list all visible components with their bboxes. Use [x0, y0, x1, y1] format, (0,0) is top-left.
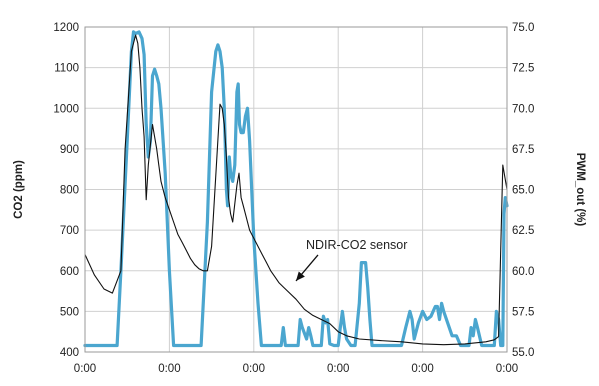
y-tick-label: 500: [60, 306, 79, 318]
y2-tick-label: 70.0: [512, 103, 534, 115]
y-tick-label: 700: [60, 225, 79, 237]
y2-tick-label: 72.5: [512, 63, 534, 75]
x-axis-ticks: 0:00 0:00 0:00 0:00 0:00 0:00: [74, 363, 518, 375]
y-tick-label: 800: [60, 185, 79, 197]
x-tick-label: 0:00: [158, 363, 180, 375]
gridlines: [85, 27, 507, 352]
sensor-annotation: NDIR-CO2 sensor: [295, 238, 407, 282]
y2-tick-label: 67.5: [512, 144, 534, 156]
y2-tick-label: 60.0: [512, 266, 534, 278]
y2-tick-label: 57.5: [512, 306, 534, 318]
annotation-arrowhead: [296, 271, 305, 281]
left-axis-ticks: 400 500 600 700 800 900 1000 1100 1200: [53, 22, 79, 359]
y2-tick-label: 75.0: [512, 22, 534, 34]
annotation-label: NDIR-CO2 sensor: [306, 238, 407, 252]
y-tick-label: 1000: [53, 103, 79, 115]
x-tick-label: 0:00: [327, 363, 349, 375]
plot-area-frame: [84, 26, 508, 353]
y2-axis-title: PWM_out (%): [574, 153, 586, 227]
x-tick-label: 0:00: [411, 363, 433, 375]
y-tick-label: 600: [60, 266, 79, 278]
y2-tick-label: 65.0: [512, 185, 534, 197]
pwm-out-line: [83, 30, 509, 348]
y-tick-label: 1100: [54, 63, 79, 75]
y-tick-label: 900: [60, 144, 79, 156]
y2-tick-label: 62.5: [512, 225, 534, 237]
series-lines: [83, 30, 509, 348]
x-tick-label: 0:00: [496, 363, 518, 375]
y-tick-label: 1200: [53, 22, 79, 34]
y2-tick-label: 55.0: [512, 347, 534, 359]
co2-line: [84, 34, 508, 346]
y-tick-label: 400: [60, 347, 79, 359]
x-tick-label: 0:00: [243, 363, 265, 375]
x-tick-label: 0:00: [74, 363, 96, 375]
y-axis-title: CO2 (ppm): [13, 160, 25, 219]
right-axis-ticks: 55.0 57.5 60.0 62.5 65.0 67.5 70.0 72.5 75.0: [512, 22, 534, 359]
